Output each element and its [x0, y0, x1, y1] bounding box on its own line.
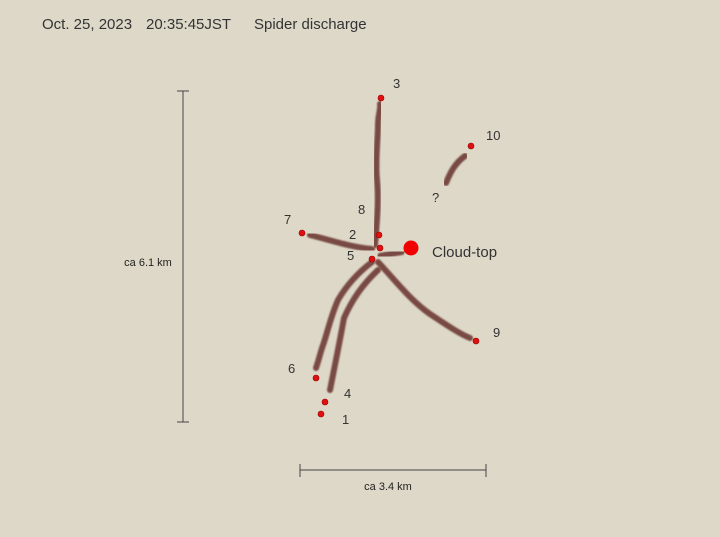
dot: [377, 94, 385, 102]
dot: [317, 410, 325, 418]
point-label: 10: [486, 128, 500, 143]
title-time: 20:35:45JST: [146, 16, 231, 33]
branch: [327, 267, 381, 393]
title-text: Spider discharge: [254, 16, 367, 33]
point-label: 3: [393, 76, 400, 91]
dot: [321, 398, 329, 406]
branch: [377, 249, 405, 259]
dot: [298, 229, 306, 237]
title-date: Oct. 25, 2023: [42, 16, 132, 33]
scale-label: ca 3.4 km: [364, 481, 412, 493]
branch: [313, 259, 375, 371]
point-label: 6: [288, 361, 295, 376]
vertical-scale: ca 6.1 km: [124, 90, 189, 423]
branch: [443, 153, 468, 186]
dot: [467, 142, 475, 150]
dot: [376, 244, 384, 252]
dot: [375, 231, 383, 239]
point-label: 1: [342, 412, 349, 427]
dot: [312, 374, 320, 382]
cloud-top-label: Cloud-top: [432, 244, 497, 261]
branches: [307, 101, 473, 393]
dots: [298, 94, 480, 418]
point-label: 7: [284, 212, 291, 227]
point-label: 9: [493, 325, 500, 340]
branch: [307, 232, 375, 252]
dot: [472, 337, 480, 345]
point-label: 2: [349, 227, 356, 242]
point-label: 8: [358, 202, 365, 217]
horizontal-scale: ca 3.4 km: [299, 464, 487, 493]
scale-label: ca 6.1 km: [124, 257, 172, 269]
branch: [372, 101, 384, 248]
branch: [375, 259, 473, 341]
dot: [368, 255, 376, 263]
point-label: 4: [344, 386, 351, 401]
point-label: ?: [432, 190, 439, 205]
point-label: 5: [347, 248, 354, 263]
cloud-top-dot: [403, 240, 419, 256]
